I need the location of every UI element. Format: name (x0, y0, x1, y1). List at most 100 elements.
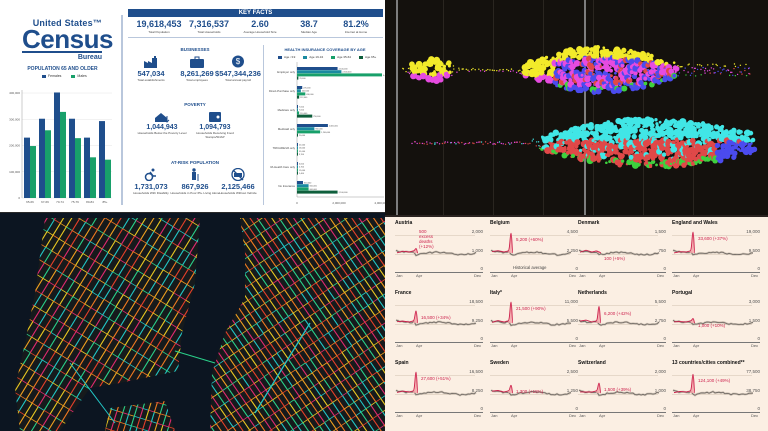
x-tick: Apr (693, 413, 699, 418)
gridline (672, 394, 752, 395)
svg-text:65-66: 65-66 (26, 200, 34, 204)
y-tick: 16,500 (469, 369, 483, 374)
gridline (672, 324, 752, 325)
wheelchair-icon (144, 168, 156, 181)
stat-block: $ $547,344,236 Total annual payroll (213, 55, 263, 82)
briefcase-icon (190, 56, 204, 68)
stat-label: Households Below the Poverty Level (137, 131, 187, 135)
stat-block: 1,731,073 Households With Disability (126, 168, 176, 195)
x-tick: Dec (657, 343, 664, 348)
excess-annotation: 5,200 (+60%) (516, 237, 543, 242)
country-panel: Italy* 11,000 5,500 0 Jan Apr Dec 21,500 (+90%) (490, 285, 578, 353)
x-tick: Apr (416, 343, 422, 348)
country-panel: Portugal 3,000 1,500 0 Jan Apr Dec 1,000 (+10%) (672, 285, 760, 353)
census-dashboard: United States™ Census Bureau POPULATION … (0, 0, 385, 213)
svg-text:4,700: 4,700 (299, 167, 305, 169)
gridline (578, 305, 658, 306)
stat-block: 8,261,269 Total employees (172, 55, 222, 82)
line-chart (490, 384, 572, 397)
svg-text:3,700: 3,700 (299, 154, 305, 156)
stat-block: 2,125,466 Households Without Vehicle (213, 168, 263, 195)
x-tick: Apr (416, 273, 422, 278)
line-chart (672, 231, 754, 257)
x-tick: Jan (673, 343, 679, 348)
x-axis (672, 412, 760, 413)
line-chart (490, 232, 572, 257)
at-risk-title: AT-RISK POPULATION (130, 160, 260, 165)
x-axis (672, 272, 760, 273)
gridline (490, 235, 570, 236)
y-tick: 0 (757, 406, 760, 411)
svg-text:900,000: 900,000 (315, 129, 323, 131)
y-tick: 2,250 (567, 248, 578, 253)
x-axis (578, 412, 666, 413)
x-tick: Apr (511, 273, 517, 278)
bubble-chart (396, 0, 758, 215)
key-fact: 2.60 Average Household Size (234, 19, 286, 34)
x-tick: Dec (569, 413, 576, 418)
svg-text:VA Health Care only: VA Health Care only (270, 165, 296, 169)
x-tick: Dec (751, 273, 758, 278)
x-tick: Jan (579, 273, 585, 278)
svg-text:430,000: 430,000 (306, 94, 314, 96)
excess-annotation: 1,300 (+18%) (516, 389, 543, 394)
x-tick: Dec (657, 413, 664, 418)
key-fact-value: 2.60 (234, 19, 286, 29)
stat-label: Total annual payroll (213, 78, 263, 82)
x-tick: Jan (579, 413, 585, 418)
svg-text:16,000: 16,000 (299, 148, 306, 150)
panel-title: Spain (395, 360, 409, 366)
svg-text:7,000: 7,000 (299, 106, 305, 108)
x-axis (490, 272, 578, 273)
svg-text:112,000: 112,000 (300, 97, 308, 99)
stat-value: $547,344,236 (213, 69, 263, 78)
svg-text:310,000: 310,000 (304, 182, 312, 184)
stat-label: Households in Poor 65+ Living Alone (170, 191, 220, 195)
y-tick: 9,250 (472, 318, 483, 323)
population-chart-title: POPULATION 65 AND OLDER (10, 66, 115, 72)
y-tick: 1,250 (567, 388, 578, 393)
excess-annotation: 1,000 (+10%) (698, 323, 725, 328)
stat-block: 1,044,943 Households Below the Poverty Le… (137, 110, 187, 135)
svg-text:15,000: 15,000 (299, 170, 306, 172)
poverty-title: POVERTY (130, 102, 260, 107)
street-network-map (0, 213, 385, 431)
svg-text:No Insurance: No Insurance (278, 184, 295, 188)
y-tick: 0 (757, 336, 760, 341)
gridline (395, 235, 475, 236)
y-tick: 0 (480, 406, 483, 411)
y-tick: 77,500 (746, 369, 760, 374)
x-tick: Jan (396, 273, 402, 278)
stat-label: Households Receiving Food Stamps/SNAP (190, 131, 240, 139)
country-panel: Austria 2,000 1,000 0 Jan Apr Dec 500 excess de… (395, 215, 483, 283)
x-tick: Apr (599, 413, 605, 418)
country-panel: Switzerland 2,000 1,000 0 Jan Apr Dec 1,500 (+3… (578, 355, 666, 423)
y-tick: 750 (658, 248, 666, 253)
x-axis (490, 342, 578, 343)
stat-label: Households With Disability (126, 191, 176, 195)
svg-text:6,000: 6,000 (299, 163, 305, 165)
stat-value: 8,261,269 (172, 69, 222, 78)
stat-value: 1,731,073 (126, 182, 176, 191)
x-tick: Apr (599, 343, 605, 348)
x-tick: Jan (396, 413, 402, 418)
svg-text:200,000: 200,000 (302, 91, 310, 93)
svg-text:400,000: 400,000 (9, 91, 20, 95)
x-axis (578, 342, 666, 343)
population-legend: Females Males (42, 74, 87, 78)
historical-average-label: Historical average (513, 265, 547, 270)
panel-title: Austria (395, 220, 412, 226)
svg-text:51,000: 51,000 (299, 151, 306, 153)
y-tick: 2,500 (567, 369, 578, 374)
svg-text:1,600,000: 1,600,000 (329, 125, 339, 127)
y-tick: 2,000 (472, 229, 483, 234)
svg-text:20,000: 20,000 (299, 135, 306, 137)
svg-text:1,400: 1,400 (299, 173, 305, 175)
gridline (672, 305, 752, 306)
x-tick: Jan (673, 413, 679, 418)
x-tick: Jan (673, 273, 679, 278)
y-tick: 19,000 (746, 229, 760, 234)
line-chart (395, 310, 477, 327)
stat-value: 1,094,793 (190, 124, 240, 131)
svg-text:1,200,000: 1,200,000 (321, 132, 331, 134)
